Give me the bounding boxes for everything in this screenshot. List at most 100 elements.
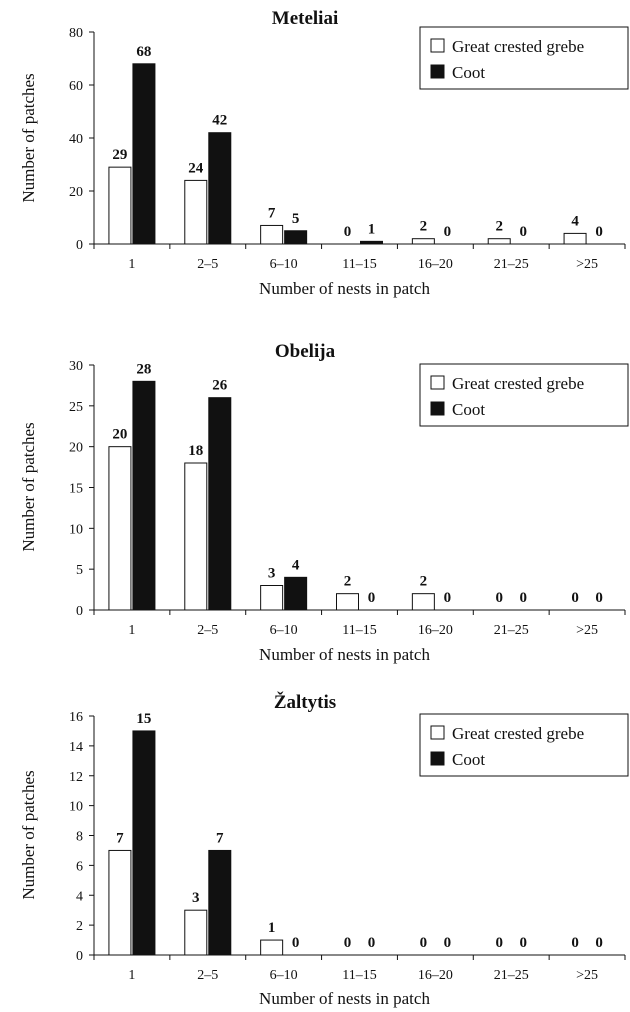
legend: Great crested grebe Coot [419,713,629,777]
legend-swatch-coot [430,64,445,79]
data-label-grebe: 0 [420,935,428,951]
legend-swatch-grebe [430,725,445,740]
y-tick-label: 0 [76,949,83,964]
y-tick-label: 80 [69,26,83,41]
x-tick-label: 1 [128,623,135,638]
y-tick-label: 0 [76,604,83,619]
bar-grebe [108,446,132,611]
legend-swatch-grebe [430,375,445,390]
x-tick-label: 2–5 [197,257,218,272]
x-tick-label: 11–15 [342,968,376,983]
legend: Great crested grebe Coot [419,363,629,427]
x-tick-label: 6–10 [270,968,298,983]
legend-label-grebe: Great crested grebe [452,374,584,393]
bar-grebe [411,238,435,245]
legend-label-coot: Coot [452,63,485,82]
y-axis-title: Number of patches [19,422,38,551]
y-tick-label: 0 [76,238,83,253]
y-tick-label: 12 [69,770,83,785]
x-tick-label: 1 [128,257,135,272]
bar-coot [132,63,156,245]
data-label-coot: 0 [519,224,527,240]
bar-grebe [336,593,359,611]
data-label-grebe: 2 [420,574,428,590]
y-tick-label: 60 [69,79,83,94]
data-label-coot: 1 [368,221,376,237]
x-tick-label: 2–5 [197,623,218,638]
data-label-coot: 0 [595,590,603,606]
x-tick-label: 2–5 [197,968,218,983]
x-tick-label: 1 [128,968,135,983]
bar-grebe [260,585,284,611]
bar-grebe [260,939,284,956]
legend-label-grebe: Great crested grebe [452,724,584,743]
x-tick-label: >25 [576,623,598,638]
x-tick-label: 16–20 [418,623,453,638]
bar-coot [208,397,232,611]
y-tick-label: 5 [76,563,83,578]
y-tick-label: 40 [69,132,83,147]
legend-label-coot: Coot [452,750,485,769]
data-label-grebe: 1 [268,920,276,936]
data-label-grebe: 18 [188,443,203,459]
y-axis-title: Number of patches [19,770,38,899]
bar-coot [208,849,232,956]
data-label-coot: 0 [519,590,527,606]
data-label-grebe: 2 [344,574,352,590]
bar-coot [284,576,308,611]
bar-coot [284,230,308,245]
legend-box [419,363,629,427]
bar-coot [360,240,383,245]
data-label-coot: 0 [444,590,452,606]
data-label-coot: 0 [444,224,452,240]
data-label-grebe: 3 [268,566,276,582]
chart-title: Žaltytis [274,691,336,713]
x-tick-label: 16–20 [418,968,453,983]
x-tick-label: 6–10 [270,257,298,272]
data-label-grebe: 0 [571,590,579,606]
x-tick-label: >25 [576,968,598,983]
bar-coot [132,380,156,611]
x-tick-label: 21–25 [494,968,529,983]
data-label-coot: 5 [292,211,300,227]
data-label-grebe: 4 [571,213,579,229]
bar-grebe [411,593,435,611]
data-label-coot: 0 [292,935,300,951]
data-label-coot: 0 [368,590,376,606]
bar-grebe [184,462,208,611]
y-tick-label: 8 [76,830,83,845]
bar-coot [132,730,156,956]
chart-title: Obelija [275,341,336,362]
x-tick-label: 16–20 [418,257,453,272]
x-tick-label: 6–10 [270,623,298,638]
legend-label-grebe: Great crested grebe [452,37,584,56]
x-axis-title: Number of nests in patch [259,989,430,1008]
data-label-coot: 0 [595,935,603,951]
legend-swatch-grebe [430,38,445,53]
data-label-grebe: 0 [495,935,503,951]
bar-grebe [487,238,511,245]
y-tick-label: 2 [76,919,83,934]
x-tick-label: 21–25 [494,623,529,638]
y-tick-label: 25 [69,400,83,415]
data-label-coot: 28 [136,361,151,377]
data-label-grebe: 29 [112,147,127,163]
data-label-coot: 42 [212,113,227,129]
data-label-grebe: 0 [344,935,352,951]
legend-swatch-coot [430,751,445,766]
data-label-grebe: 2 [420,219,428,235]
data-label-grebe: 7 [116,830,124,846]
data-label-coot: 15 [136,711,151,727]
data-label-grebe: 24 [188,160,204,176]
x-axis-title: Number of nests in patch [259,279,430,298]
x-tick-label: 11–15 [342,257,376,272]
bar-grebe [563,232,587,245]
x-tick-label: >25 [576,257,598,272]
x-axis-title: Number of nests in patch [259,645,430,664]
data-label-grebe: 0 [344,224,352,240]
x-tick-label: 21–25 [494,257,529,272]
